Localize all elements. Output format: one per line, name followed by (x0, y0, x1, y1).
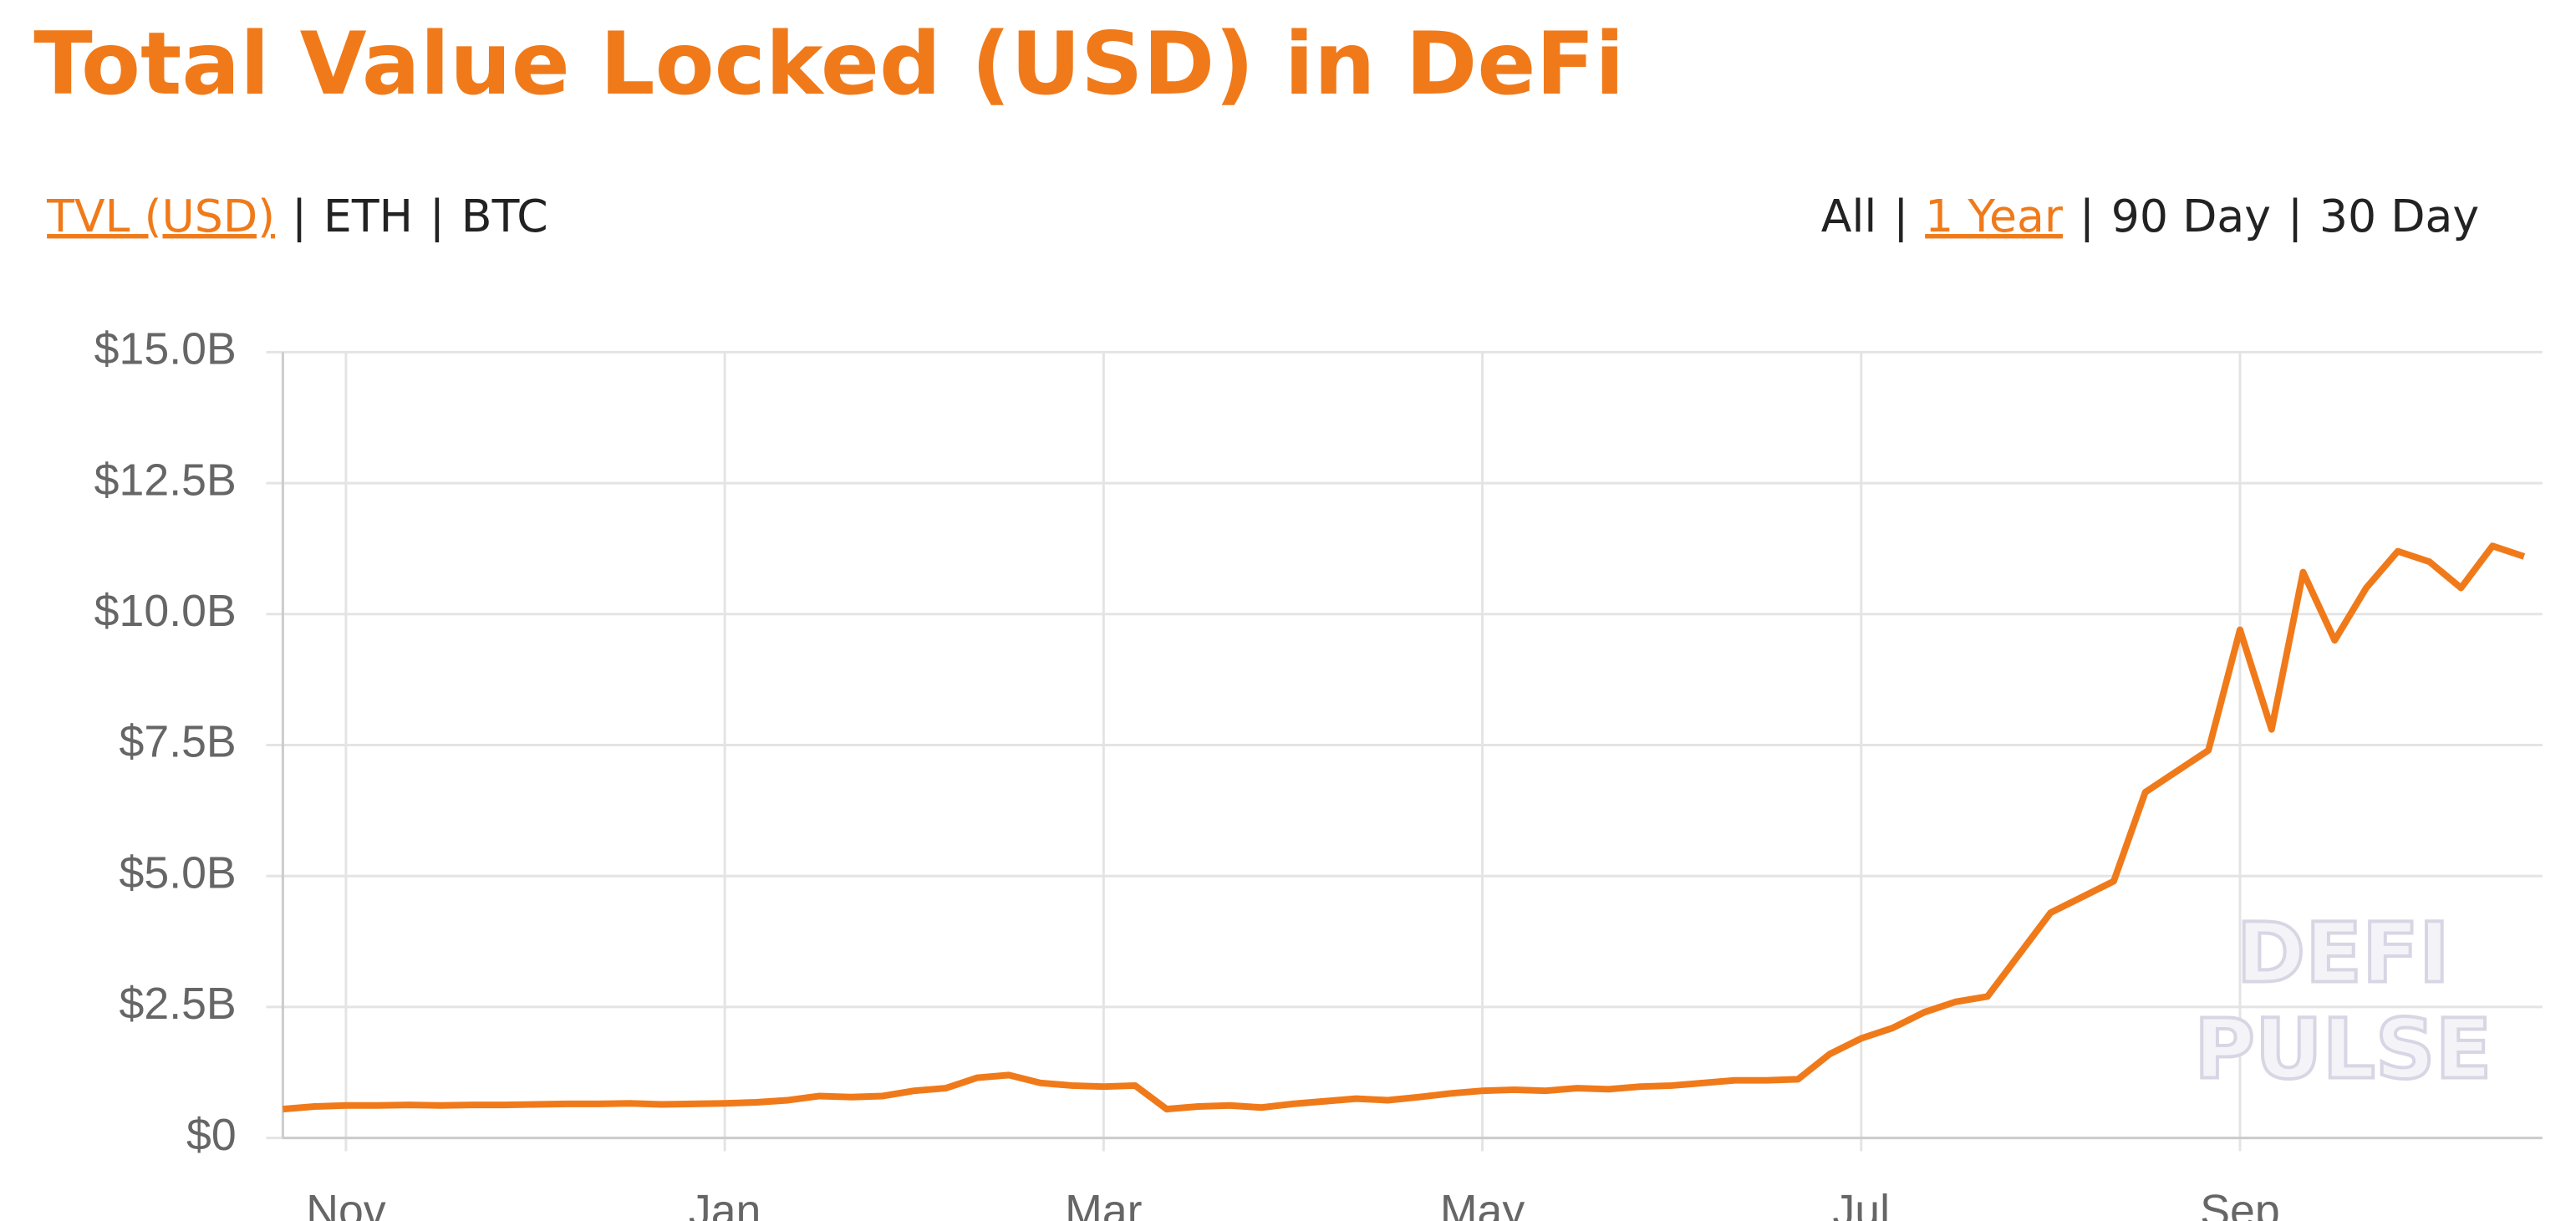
watermark: DEFI (2237, 905, 2450, 1001)
y-tick-label: $0 (186, 1110, 237, 1160)
x-tick-label: Sep (2200, 1186, 2279, 1221)
separator: | (1893, 190, 1908, 242)
y-tick-label: $10.0B (94, 586, 237, 636)
y-tick-label: $7.5B (120, 717, 237, 767)
control[interactable]: 30 Day (2319, 190, 2479, 242)
y-tick-label: $15.0B (94, 324, 237, 374)
control[interactable]: TVL (USD) (46, 190, 275, 242)
control[interactable]: BTC (461, 190, 548, 242)
watermark: PULSE (2194, 1002, 2492, 1098)
x-tick-label: Nov (306, 1186, 386, 1221)
control[interactable]: 1 Year (1925, 190, 2064, 242)
chart-title: Total Value Locked (USD) in DeFi (33, 14, 1624, 114)
control[interactable]: All (1821, 190, 1877, 242)
control[interactable]: ETH (323, 190, 413, 242)
separator: | (292, 190, 307, 242)
separator: | (2288, 190, 2303, 242)
y-tick-label: $12.5B (94, 455, 237, 505)
separator: | (430, 190, 445, 242)
controls_left: TVL (USD) | ETH | BTC (46, 190, 548, 242)
x-tick-label: May (1440, 1186, 1525, 1221)
x-tick-label: Jul (1832, 1186, 1890, 1221)
separator: | (2080, 190, 2095, 242)
control[interactable]: 90 Day (2111, 190, 2271, 242)
line (283, 542, 2526, 1113)
x-tick-label: Mar (1065, 1186, 1142, 1221)
y-tick-label: $2.5B (120, 979, 237, 1029)
y-tick-label: $5.0B (120, 847, 237, 898)
x-tick-label: Jan (689, 1186, 761, 1221)
controls_right: All | 1 Year | 90 Day | 30 Day (1821, 190, 2479, 242)
